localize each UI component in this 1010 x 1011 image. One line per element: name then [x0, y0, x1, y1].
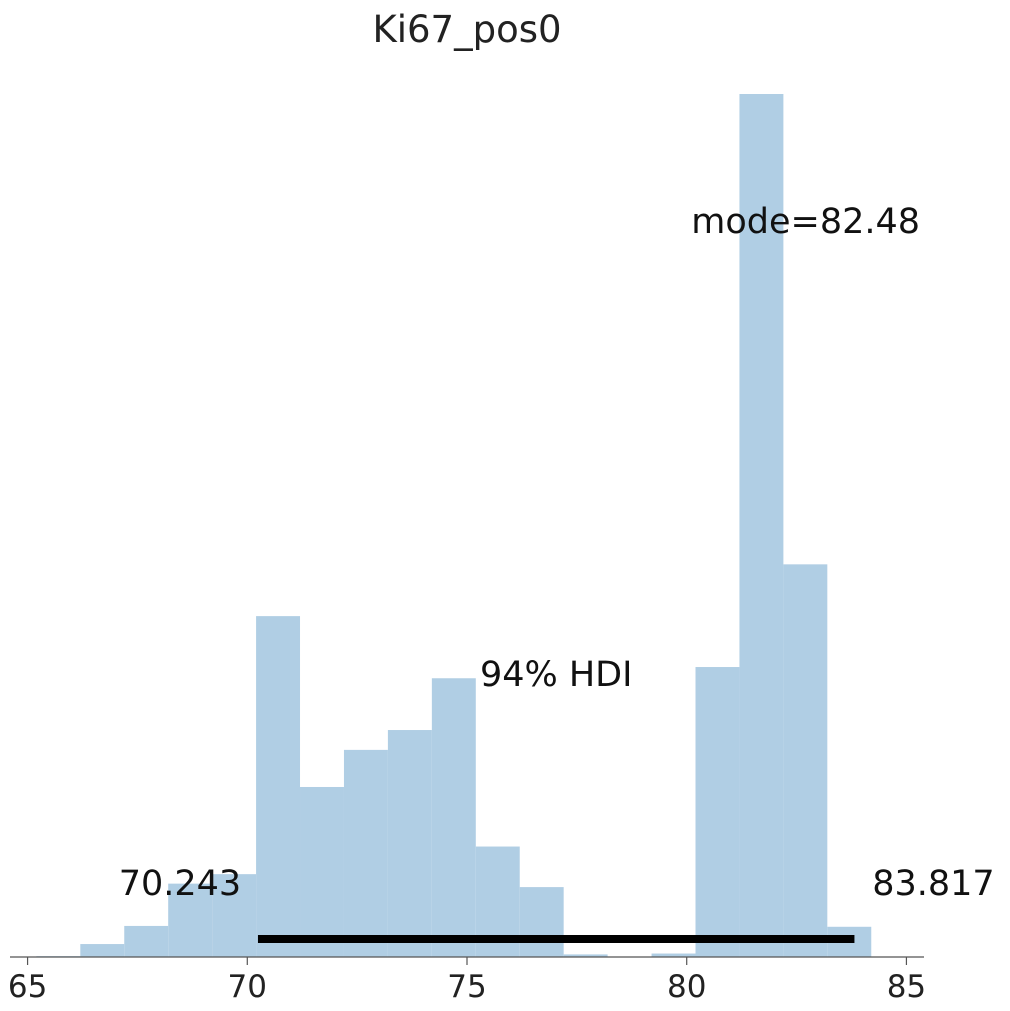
x-axis-ticks: 65 70 75 80 85 [8, 957, 926, 1005]
histogram-bar [124, 925, 169, 957]
histogram-bar [651, 953, 696, 957]
histogram-bar [563, 954, 608, 957]
histogram-bar [256, 616, 301, 957]
histogram-bar [431, 678, 476, 957]
histogram-bar [343, 749, 388, 957]
histogram-bar [519, 887, 564, 957]
histogram-bar [739, 94, 784, 957]
histogram-bar [695, 667, 740, 957]
histogram-bar [168, 883, 213, 957]
histogram-bar [212, 874, 257, 957]
hdi-low-label: 70.243 [119, 864, 241, 904]
histogram-bar [80, 944, 125, 957]
x-tick-label: 75 [447, 969, 486, 1005]
histogram-bars [36, 94, 872, 958]
histogram-bar [783, 564, 828, 957]
histogram-bar [387, 730, 432, 957]
x-tick-label: 65 [8, 969, 47, 1005]
mode-label: mode=82.48 [691, 202, 920, 242]
chart-title: Ki67_pos0 [372, 8, 561, 51]
hdi-high-label: 83.817 [872, 864, 994, 904]
x-tick-label: 80 [667, 969, 706, 1005]
histogram-bar [300, 786, 344, 957]
x-tick-label: 85 [887, 969, 926, 1005]
hdi-label: 94% HDI [480, 655, 633, 695]
x-tick-label: 70 [228, 969, 267, 1005]
